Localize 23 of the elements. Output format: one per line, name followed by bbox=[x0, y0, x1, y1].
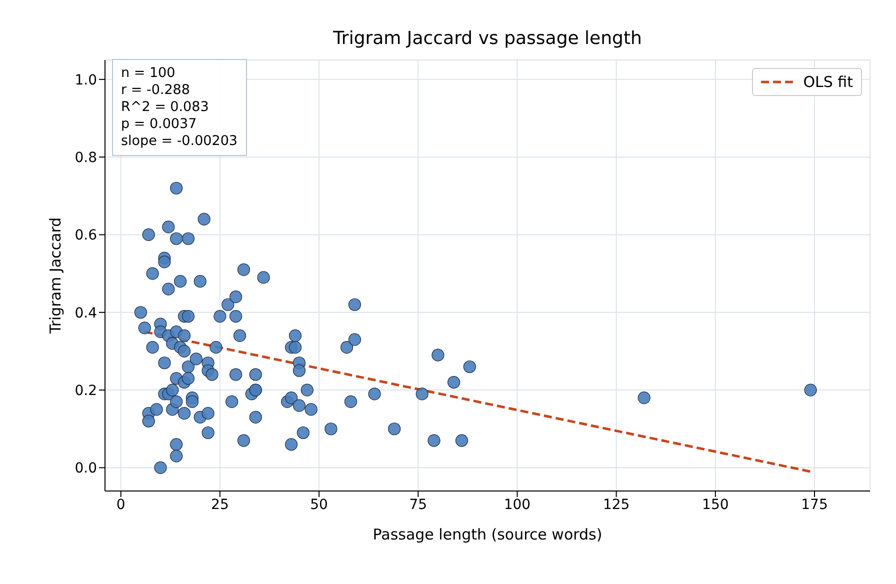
y-tick-label: 0.6 bbox=[74, 228, 98, 244]
legend-label: OLS fit bbox=[803, 73, 853, 91]
x-tick-label: 25 bbox=[211, 496, 229, 513]
x-tick-label: 0 bbox=[116, 496, 126, 513]
y-tick-label: 0.4 bbox=[74, 305, 98, 322]
annotation: slope = -0.00203 bbox=[121, 133, 238, 150]
y-tick-label: 0.8 bbox=[74, 150, 97, 166]
x-tick-label: 150 bbox=[702, 496, 729, 513]
y-tick-label: 0.0 bbox=[74, 460, 97, 477]
y-tick-label: 0.2 bbox=[74, 383, 97, 400]
annotation: n = 100 bbox=[121, 65, 176, 82]
x-tick-label: 125 bbox=[602, 496, 630, 513]
x-tick-label: 75 bbox=[409, 496, 428, 513]
x-tick-label: 175 bbox=[801, 496, 828, 513]
x-tick-label: 50 bbox=[310, 496, 328, 513]
chart-title: Trigram Jaccard vs passage length bbox=[332, 28, 643, 49]
annotation: R^2 = 0.083 bbox=[121, 99, 210, 116]
annotation: p = 0.0037 bbox=[121, 116, 198, 133]
y-axis-title: Trigram Jaccard bbox=[46, 217, 64, 335]
y-tick-label: 1.0 bbox=[74, 72, 97, 88]
annotation: r = -0.288 bbox=[121, 82, 191, 99]
x-axis-title: Passage length (source words) bbox=[372, 526, 602, 544]
x-tick-label: 100 bbox=[504, 496, 531, 513]
